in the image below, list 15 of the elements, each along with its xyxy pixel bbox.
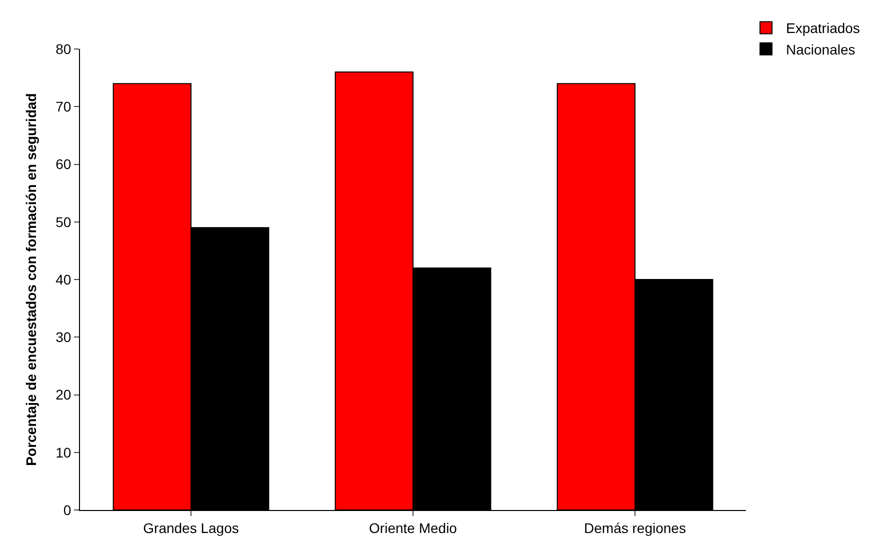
legend-label: Nacionales (786, 41, 856, 58)
y-tick-label: 70 (56, 98, 72, 115)
y-axis-title: Porcentaje de encuestados con formación en seguridad (23, 93, 40, 466)
y-tick-label: 80 (56, 40, 72, 57)
x-tick-label: Demás regiones (584, 520, 686, 536)
y-tick-label: 30 (56, 329, 72, 346)
y-tick-label: 50 (56, 214, 72, 230)
y-tick-label: 10 (56, 444, 72, 460)
legend-label: Expatriados (786, 20, 860, 36)
x-tick-label: Oriente Medio (369, 520, 458, 536)
y-tick-label: 60 (56, 156, 72, 172)
y-tick-label: 20 (56, 386, 72, 403)
y-tick-label: 0 (63, 502, 72, 518)
y-tick-label: 40 (56, 271, 72, 288)
x-tick-label: Grandes Lagos (143, 520, 239, 536)
